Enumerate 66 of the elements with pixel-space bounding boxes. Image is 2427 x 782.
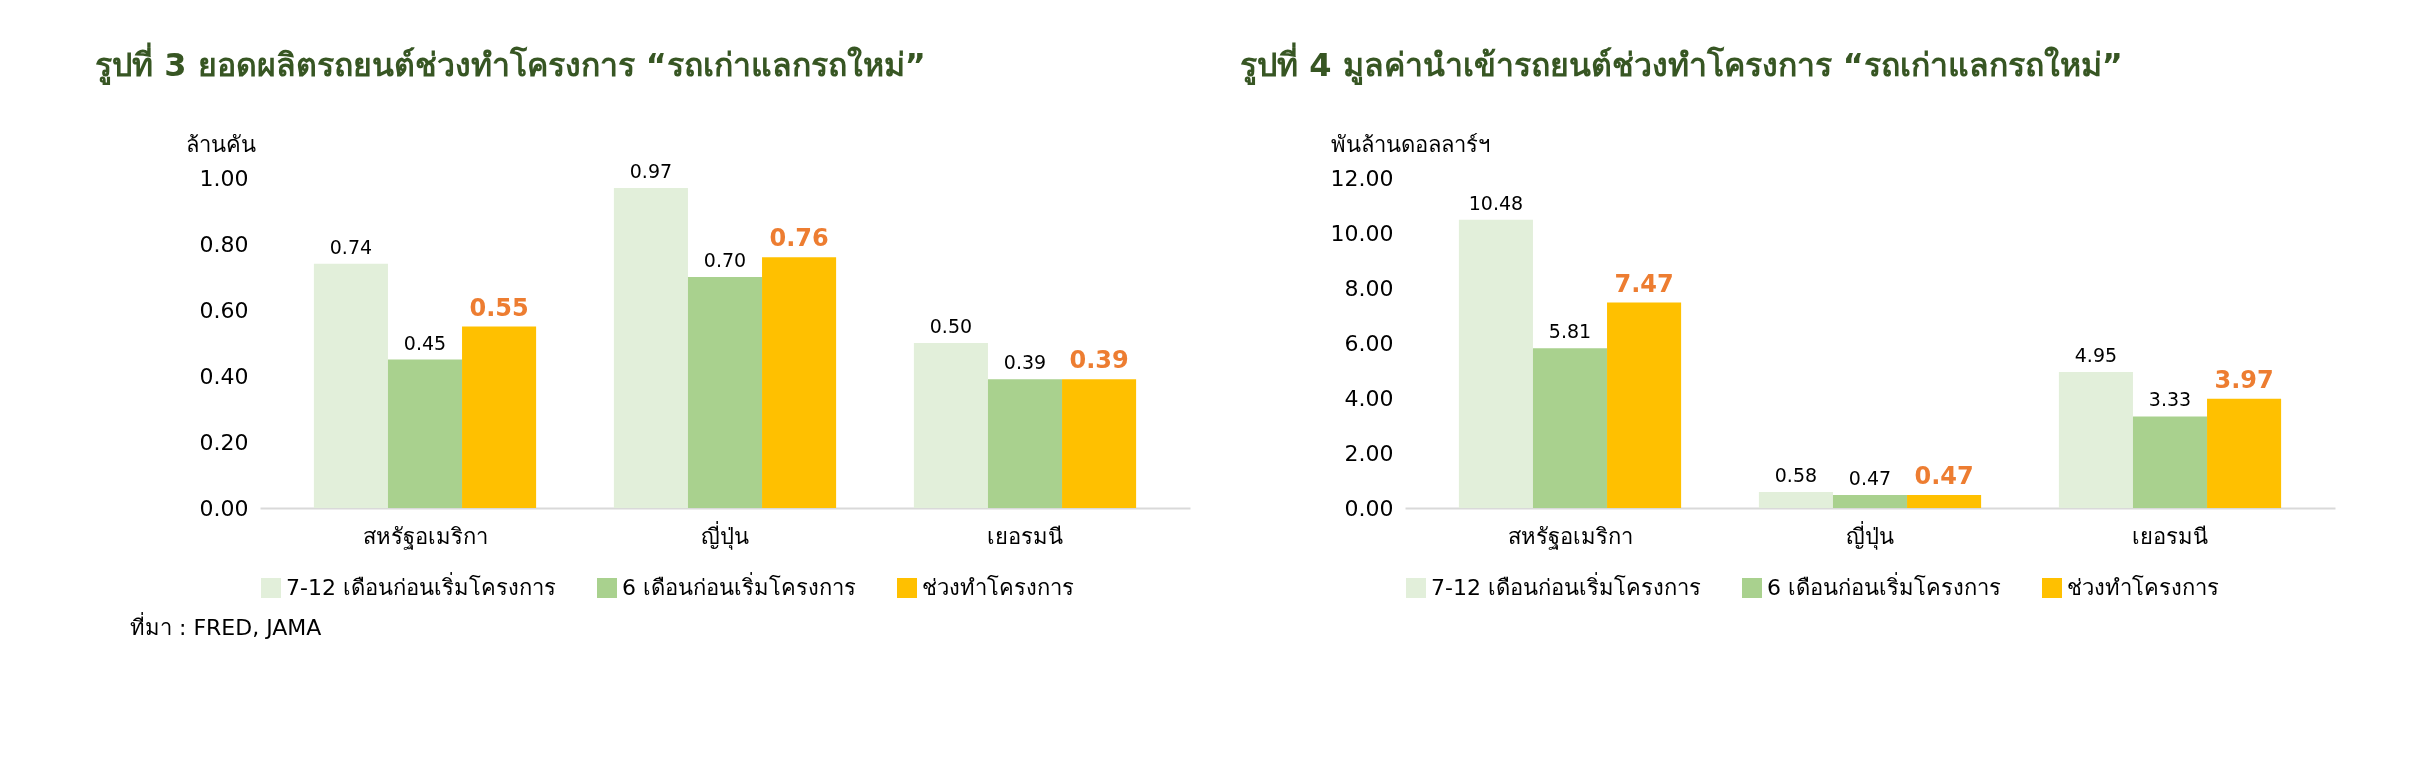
legend-label: 7-12 เดือนก่อนเริ่มโครงการ <box>286 572 556 600</box>
bar <box>1907 495 1982 508</box>
data-label: 3.97 <box>2214 365 2274 394</box>
bar <box>313 263 388 508</box>
data-label: 0.97 <box>629 159 673 182</box>
y-tick-label: 10.00 <box>1330 220 1394 246</box>
data-label: 0.76 <box>769 224 829 253</box>
bar <box>2207 398 2282 508</box>
data-label: 0.55 <box>469 293 529 322</box>
x-tick-label: สหรัฐอเมริกา <box>362 523 488 550</box>
data-label: 0.47 <box>1914 462 1974 491</box>
y-tick-label: 0.00 <box>199 495 249 521</box>
bar <box>987 379 1063 508</box>
chart-title: รูปที่ 4 มูลค่านำเข้ารถยนต์ช่วงทำโครงการ “รถเก่าแลกรถใหม่” <box>1240 42 2123 86</box>
x-tick-label: เยอรมนี <box>987 523 1063 549</box>
bar <box>762 257 837 508</box>
data-label: 3.33 <box>2148 388 2192 411</box>
data-label: 10.48 <box>1468 191 1524 214</box>
data-label: 0.47 <box>1848 467 1892 490</box>
y-tick-label: 0.60 <box>199 297 249 323</box>
legend-label: 6 เดือนก่อนเริ่มโครงการ <box>622 572 856 600</box>
bar <box>613 187 688 508</box>
legend-label: ช่วงทำโครงการ <box>922 575 1074 600</box>
data-label: 4.95 <box>2074 343 2118 366</box>
bar <box>2058 371 2133 508</box>
data-label: 0.50 <box>929 315 973 337</box>
bar <box>1607 302 1682 508</box>
y-tick-label: 12.00 <box>1330 165 1394 191</box>
bar <box>462 326 537 508</box>
bar <box>387 359 463 508</box>
x-tick-label: เยอรมนี <box>2132 523 2208 549</box>
bar <box>1832 495 1908 508</box>
bar <box>1758 492 1833 508</box>
y-tick-label: 1.00 <box>199 165 249 191</box>
y-axis-title: พันล้านดอลลาร์ฯ <box>1330 131 1490 157</box>
legend-label: ช่วงทำโครงการ <box>2067 575 2219 600</box>
text: ที่มา : FRED, JAMA <box>130 611 323 642</box>
chart-title: รูปที่ 3 ยอดผลิตรถยนต์ช่วงทำโครงการ “รถเก่าแลกรถใหม่” <box>95 42 926 86</box>
x-tick-label: ญี่ปุ่น <box>701 520 749 550</box>
y-tick-label: 0.80 <box>199 231 249 257</box>
data-label: 5.81 <box>1548 320 1592 343</box>
data-label: 0.39 <box>1069 346 1129 375</box>
bar <box>1062 379 1137 508</box>
x-tick-label: ญี่ปุ่น <box>1846 520 1894 550</box>
bar <box>913 343 988 508</box>
bar <box>1532 348 1608 508</box>
data-label: 0.45 <box>403 331 447 354</box>
data-label: 0.74 <box>329 235 373 258</box>
legend-label: 7-12 เดือนก่อนเริ่มโครงการ <box>1431 572 1701 600</box>
y-tick-label: 4.00 <box>1344 385 1394 411</box>
y-tick-label: 6.00 <box>1344 330 1394 356</box>
y-tick-label: 0.20 <box>199 429 249 455</box>
legend-label: 6 เดือนก่อนเริ่มโครงการ <box>1767 572 2001 600</box>
y-tick-label: 2.00 <box>1344 440 1394 466</box>
y-tick-label: 0.40 <box>199 363 249 389</box>
y-tick-label: 0.00 <box>1344 495 1394 521</box>
y-axis-title: ล้านคัน <box>185 131 256 157</box>
data-label: 0.70 <box>703 249 747 271</box>
data-label: 0.58 <box>1774 464 1818 487</box>
bar <box>687 277 763 508</box>
data-label: 7.47 <box>1614 269 1674 298</box>
data-label: 0.39 <box>1003 351 1047 374</box>
bar <box>1458 219 1533 508</box>
bar <box>2132 416 2208 508</box>
y-tick-label: 8.00 <box>1344 275 1394 301</box>
x-tick-label: สหรัฐอเมริกา <box>1507 523 1633 550</box>
